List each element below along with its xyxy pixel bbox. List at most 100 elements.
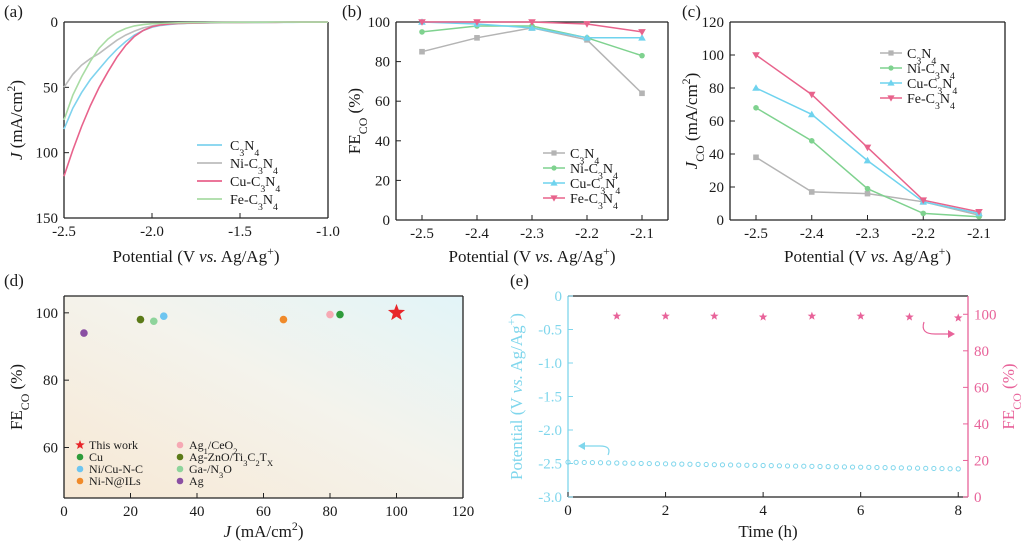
panel-d-legend-marker <box>176 477 184 485</box>
panel-e-potential-point <box>736 462 742 468</box>
panel-e-potential-point <box>597 460 604 466</box>
panel-e-potential-point <box>793 463 799 469</box>
panel-e-potential-point <box>573 459 579 465</box>
panel-e-potential-point <box>760 462 766 469</box>
panel-c-point <box>753 154 759 161</box>
panel-d-xtick-label: 40 <box>190 504 205 520</box>
panel-b-point <box>473 19 481 26</box>
panel-c-legend-marker <box>888 50 894 56</box>
panel-e-potential-point <box>662 461 669 467</box>
panel-e-potential-point <box>890 465 896 471</box>
panel-e-potential-point <box>654 461 661 467</box>
panel-b-point <box>638 34 646 41</box>
panel-e-ytick-right-label: 60 <box>974 380 989 396</box>
panel-c-point <box>975 208 983 216</box>
panel-c-xtick-label: -2.5 <box>744 226 768 242</box>
panel-c-xtick-label: -2.2 <box>911 226 935 242</box>
panel-b-point <box>419 48 425 55</box>
panel-c-point <box>864 185 871 192</box>
panel-d-point <box>336 310 344 319</box>
panel-c-point <box>753 105 759 111</box>
panel-b-xlabel: Potential (V vs. Ag/Ag+) <box>449 244 616 266</box>
panel-a-xtick-label: -2.5 <box>52 224 76 240</box>
panel-e-potential-point <box>849 464 856 470</box>
panel-c-point <box>752 84 760 91</box>
panel-e-xlabel: Time (h) <box>738 522 797 541</box>
panel-b-ytick-label: 40 <box>375 134 390 150</box>
panel-c-point <box>863 144 872 152</box>
panel-e-arrow-left <box>582 445 610 456</box>
panel-c-legend-marker <box>887 95 895 102</box>
panel-d-point <box>279 315 288 324</box>
panel-e-potential-point <box>817 463 823 470</box>
panel-b-point <box>583 21 591 28</box>
panel-a-line-fe-c3n4 <box>63 21 328 121</box>
panel-e-fe-point <box>856 311 865 320</box>
panel-d-point <box>326 310 334 319</box>
panel-label-d: (d) <box>4 271 24 290</box>
panel-a-xtick-label: -1.5 <box>228 224 252 240</box>
panel-b-ytick-label: 60 <box>375 94 390 110</box>
panel-e-potential-point <box>719 462 726 468</box>
panel-e-potential-point <box>695 461 701 467</box>
panel-e-potential-point <box>703 461 709 468</box>
panel-b-point <box>638 29 646 36</box>
panel-c-point <box>920 210 927 217</box>
panel-label-b: (b) <box>342 2 362 21</box>
panel-e-potential-point <box>687 461 693 467</box>
panel-d-legend-marker <box>75 440 85 450</box>
panel-e-potential-point <box>858 464 864 470</box>
panel-c-legend-label: Cu-C3N4 <box>907 77 957 97</box>
panel-e-potential-point <box>581 459 587 466</box>
panel-d-legend-label: Ag-ZnO/Ti3C2TX <box>189 450 273 468</box>
panel-c-ytick-label: 100 <box>702 48 725 64</box>
panel-e-fe-point <box>953 313 963 322</box>
panel-d-ytick-label: 80 <box>43 373 58 389</box>
panel-b-point <box>639 52 645 59</box>
panel-e-arrow-left-head <box>578 442 585 450</box>
panel-d-legend-marker <box>76 453 84 461</box>
panel-d-legend-label: Ag1/CeO2 <box>189 438 237 456</box>
panel-e-potential-point <box>809 463 815 469</box>
panel-e-ytick-left-label: -2.5 <box>538 457 562 473</box>
panel-c-ylabel: JCO (mA/cm2) <box>679 73 707 170</box>
panel-d-legend-label: Ni-N@ILs <box>89 474 141 488</box>
panel-e-fe-point <box>758 312 768 321</box>
panel-a-line-ni-c3n4 <box>63 21 328 88</box>
panel-c-point <box>807 110 816 118</box>
panel-a-xtick-label: -2.0 <box>140 224 164 240</box>
panel-d-point-this-work <box>387 303 406 321</box>
panel-e-xtick-label: 0 <box>564 503 572 519</box>
panel-d-xtick-label: 100 <box>385 504 408 520</box>
panel-b-point <box>639 90 645 97</box>
panel-c-ytick-label: 20 <box>709 180 724 196</box>
panel-b-legend-label: Ni-C3N4 <box>570 162 618 182</box>
panel-a-legend-label: Cu-C3N4 <box>230 175 280 195</box>
panel-a-legend-label: C3N4 <box>230 139 259 159</box>
panel-e-potential-point <box>955 466 961 472</box>
panel-b-legend-label: C3N4 <box>570 147 599 167</box>
panel-e-potential-point <box>784 463 791 469</box>
panel-e-xtick-label: 8 <box>954 503 962 519</box>
panel-e-fe-point <box>661 311 670 320</box>
panel-c-legend-label: Fe-C3N4 <box>907 92 955 112</box>
panel-a-legend-label: Ni-C3N4 <box>230 157 278 177</box>
panel-e-ytick-left-label: -3.0 <box>538 490 562 506</box>
panel-e-potential-point <box>744 462 750 468</box>
panel-a-ytick-label: 0 <box>51 15 59 31</box>
panel-b-legend-marker <box>550 195 558 202</box>
panel-e-ytick-left-label: 0 <box>555 289 563 305</box>
panel-e-fe-point <box>807 311 817 320</box>
panel-d-legend-label: Cu <box>89 450 103 464</box>
panel-b-ylabel: FECO (%) <box>345 88 370 154</box>
panel-d-xtick-label: 80 <box>323 504 338 520</box>
panel-e-potential-point <box>874 464 880 471</box>
panel-e-potential-point <box>630 460 636 466</box>
panel-b-ytick-label: 0 <box>383 213 391 229</box>
panel-d-xtick-label: 120 <box>452 504 475 520</box>
panel-e-potential-point <box>589 459 595 466</box>
panel-c-legend-marker <box>887 79 895 86</box>
panel-d-ytick-label: 60 <box>43 441 58 457</box>
panel-c-point <box>807 91 816 99</box>
